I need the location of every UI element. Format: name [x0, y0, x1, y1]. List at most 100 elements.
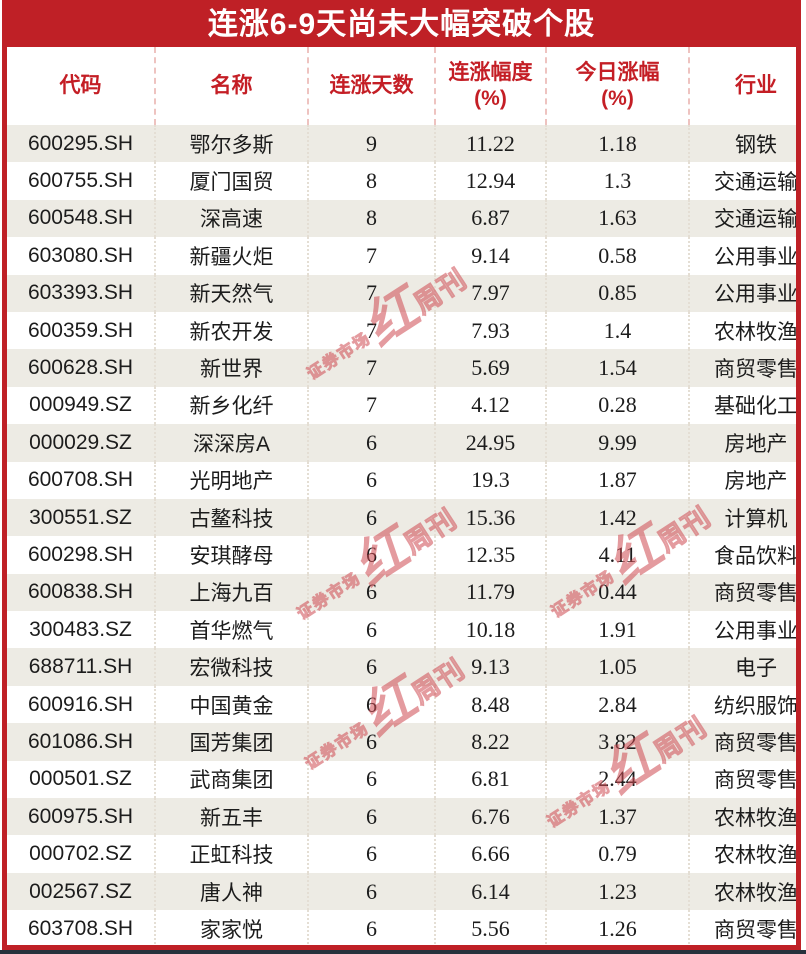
cell-industry: 电子 [688, 648, 796, 686]
cell-today-pct: 1.63 [545, 199, 689, 238]
cell-industry: 商贸零售 [688, 910, 796, 945]
cell-industry: 纺织服饰 [688, 685, 796, 724]
cell-streak-pct: 7.93 [434, 311, 546, 350]
table-row: 002567.SZ 唐人神 6 6.14 1.23 农林牧渔 [7, 872, 796, 911]
cell-name: 唐人神 [154, 872, 308, 911]
cell-streak-pct: 10.18 [434, 611, 546, 649]
header-col-name: 名称 [154, 47, 308, 125]
cell-name: 家家悦 [154, 910, 308, 945]
cell-code: 603708.SH [7, 910, 155, 945]
cell-name: 古鳌科技 [154, 498, 308, 537]
table-row: 600916.SH 中国黄金 6 8.48 2.84 纺织服饰 [7, 685, 796, 724]
table-row: 600975.SH 新五丰 6 6.76 1.37 农林牧渔 [7, 798, 796, 836]
cell-code: 600628.SH [7, 349, 155, 387]
cell-name: 上海九百 [154, 573, 308, 612]
cell-code: 603393.SH [7, 274, 155, 312]
table-row: 000702.SZ 正虹科技 6 6.66 0.79 农林牧渔 [7, 835, 796, 873]
cell-streak-pct: 6.87 [434, 199, 546, 238]
cell-name: 鄂尔多斯 [154, 125, 308, 163]
cell-today-pct: 0.58 [545, 237, 689, 275]
cell-today-pct: 1.3 [545, 162, 689, 200]
cell-streak-pct: 8.22 [434, 723, 546, 761]
cell-code: 300483.SZ [7, 611, 155, 649]
cell-name: 宏微科技 [154, 648, 308, 686]
cell-streak-days: 7 [307, 311, 435, 350]
cell-name: 中国黄金 [154, 685, 308, 724]
cell-streak-days: 7 [307, 386, 435, 425]
cell-name: 深深房A [154, 424, 308, 462]
cell-industry: 计算机 [688, 498, 796, 537]
table-row: 600359.SH 新农开发 7 7.93 1.4 农林牧渔 [7, 311, 796, 350]
cell-today-pct: 0.79 [545, 835, 689, 873]
cell-name: 新五丰 [154, 798, 308, 836]
cell-name: 正虹科技 [154, 835, 308, 873]
cell-streak-days: 6 [307, 648, 435, 686]
header-col-code: 代码 [7, 47, 155, 125]
cell-streak-days: 6 [307, 573, 435, 612]
cell-name: 首华燃气 [154, 611, 308, 649]
cell-streak-pct: 19.3 [434, 461, 546, 499]
cell-streak-pct: 9.13 [434, 648, 546, 686]
cell-code: 600359.SH [7, 311, 155, 350]
bottom-edge-line [0, 950, 806, 954]
cell-code: 688711.SH [7, 648, 155, 686]
cell-industry: 食品饮料 [688, 536, 796, 574]
header-label: 连涨幅度 [448, 60, 533, 84]
cell-streak-pct: 24.95 [434, 424, 546, 462]
table-row: 600838.SH 上海九百 6 11.79 0.44 商贸零售 [7, 573, 796, 612]
cell-streak-days: 6 [307, 536, 435, 574]
cell-today-pct: 1.37 [545, 798, 689, 836]
table-row: 600295.SH 鄂尔多斯 9 11.22 1.18 钢铁 [7, 125, 796, 163]
cell-streak-pct: 4.12 [434, 386, 546, 425]
cell-name: 新疆火炬 [154, 237, 308, 275]
cell-streak-pct: 7.97 [434, 274, 546, 312]
cell-today-pct: 0.85 [545, 274, 689, 312]
cell-name: 安琪酵母 [154, 536, 308, 574]
cell-today-pct: 1.91 [545, 611, 689, 649]
cell-code: 600295.SH [7, 125, 155, 163]
table-row: 000501.SZ 武商集团 6 6.81 2.44 商贸零售 [7, 760, 796, 799]
cell-today-pct: 1.87 [545, 461, 689, 499]
cell-today-pct: 0.28 [545, 386, 689, 425]
table-row: 601086.SH 国芳集团 6 8.22 3.82 商贸零售 [7, 723, 796, 761]
cell-industry: 公用事业 [688, 274, 796, 312]
cell-streak-days: 6 [307, 872, 435, 911]
cell-name: 新乡化纤 [154, 386, 308, 425]
cell-streak-pct: 12.94 [434, 162, 546, 200]
header-label: 名称 [210, 73, 253, 97]
cell-streak-days: 8 [307, 162, 435, 200]
cell-code: 600916.SH [7, 685, 155, 724]
header-label: 代码 [59, 73, 102, 97]
table-header: 代码 名称 连涨天数 连涨幅度 (%) 今日涨幅 (%) 行业 [7, 47, 796, 125]
cell-code: 000949.SZ [7, 386, 155, 425]
cell-code: 000029.SZ [7, 424, 155, 462]
header-label-unit: (%) [601, 87, 634, 110]
header-col-streak-pct: 连涨幅度 (%) [434, 47, 546, 125]
cell-name: 新农开发 [154, 311, 308, 350]
header-col-streak-days: 连涨天数 [307, 47, 435, 125]
cell-streak-days: 6 [307, 798, 435, 836]
cell-streak-days: 6 [307, 498, 435, 537]
table-row: 000029.SZ 深深房A 6 24.95 9.99 房地产 [7, 424, 796, 462]
cell-today-pct: 2.44 [545, 760, 689, 799]
cell-industry: 商贸零售 [688, 349, 796, 387]
cell-streak-days: 6 [307, 611, 435, 649]
cell-streak-days: 6 [307, 910, 435, 945]
table-container: 代码 名称 连涨天数 连涨幅度 (%) 今日涨幅 (%) 行业 600295.SH 鄂尔多斯 9 1… [7, 47, 796, 945]
cell-today-pct: 9.99 [545, 424, 689, 462]
cell-today-pct: 1.05 [545, 648, 689, 686]
cell-today-pct: 1.54 [545, 349, 689, 387]
cell-today-pct: 1.18 [545, 125, 689, 163]
cell-today-pct: 1.26 [545, 910, 689, 945]
cell-today-pct: 0.44 [545, 573, 689, 612]
cell-code: 300551.SZ [7, 498, 155, 537]
cell-streak-days: 7 [307, 237, 435, 275]
table-row: 300551.SZ 古鳌科技 6 15.36 1.42 计算机 [7, 498, 796, 537]
cell-code: 600548.SH [7, 199, 155, 238]
header-label: 行业 [735, 73, 777, 97]
table-row: 603393.SH 新天然气 7 7.97 0.85 公用事业 [7, 274, 796, 312]
table-row: 600708.SH 光明地产 6 19.3 1.87 房地产 [7, 461, 796, 499]
cell-streak-days: 7 [307, 274, 435, 312]
header-row: 代码 名称 连涨天数 连涨幅度 (%) 今日涨幅 (%) 行业 [7, 47, 796, 125]
